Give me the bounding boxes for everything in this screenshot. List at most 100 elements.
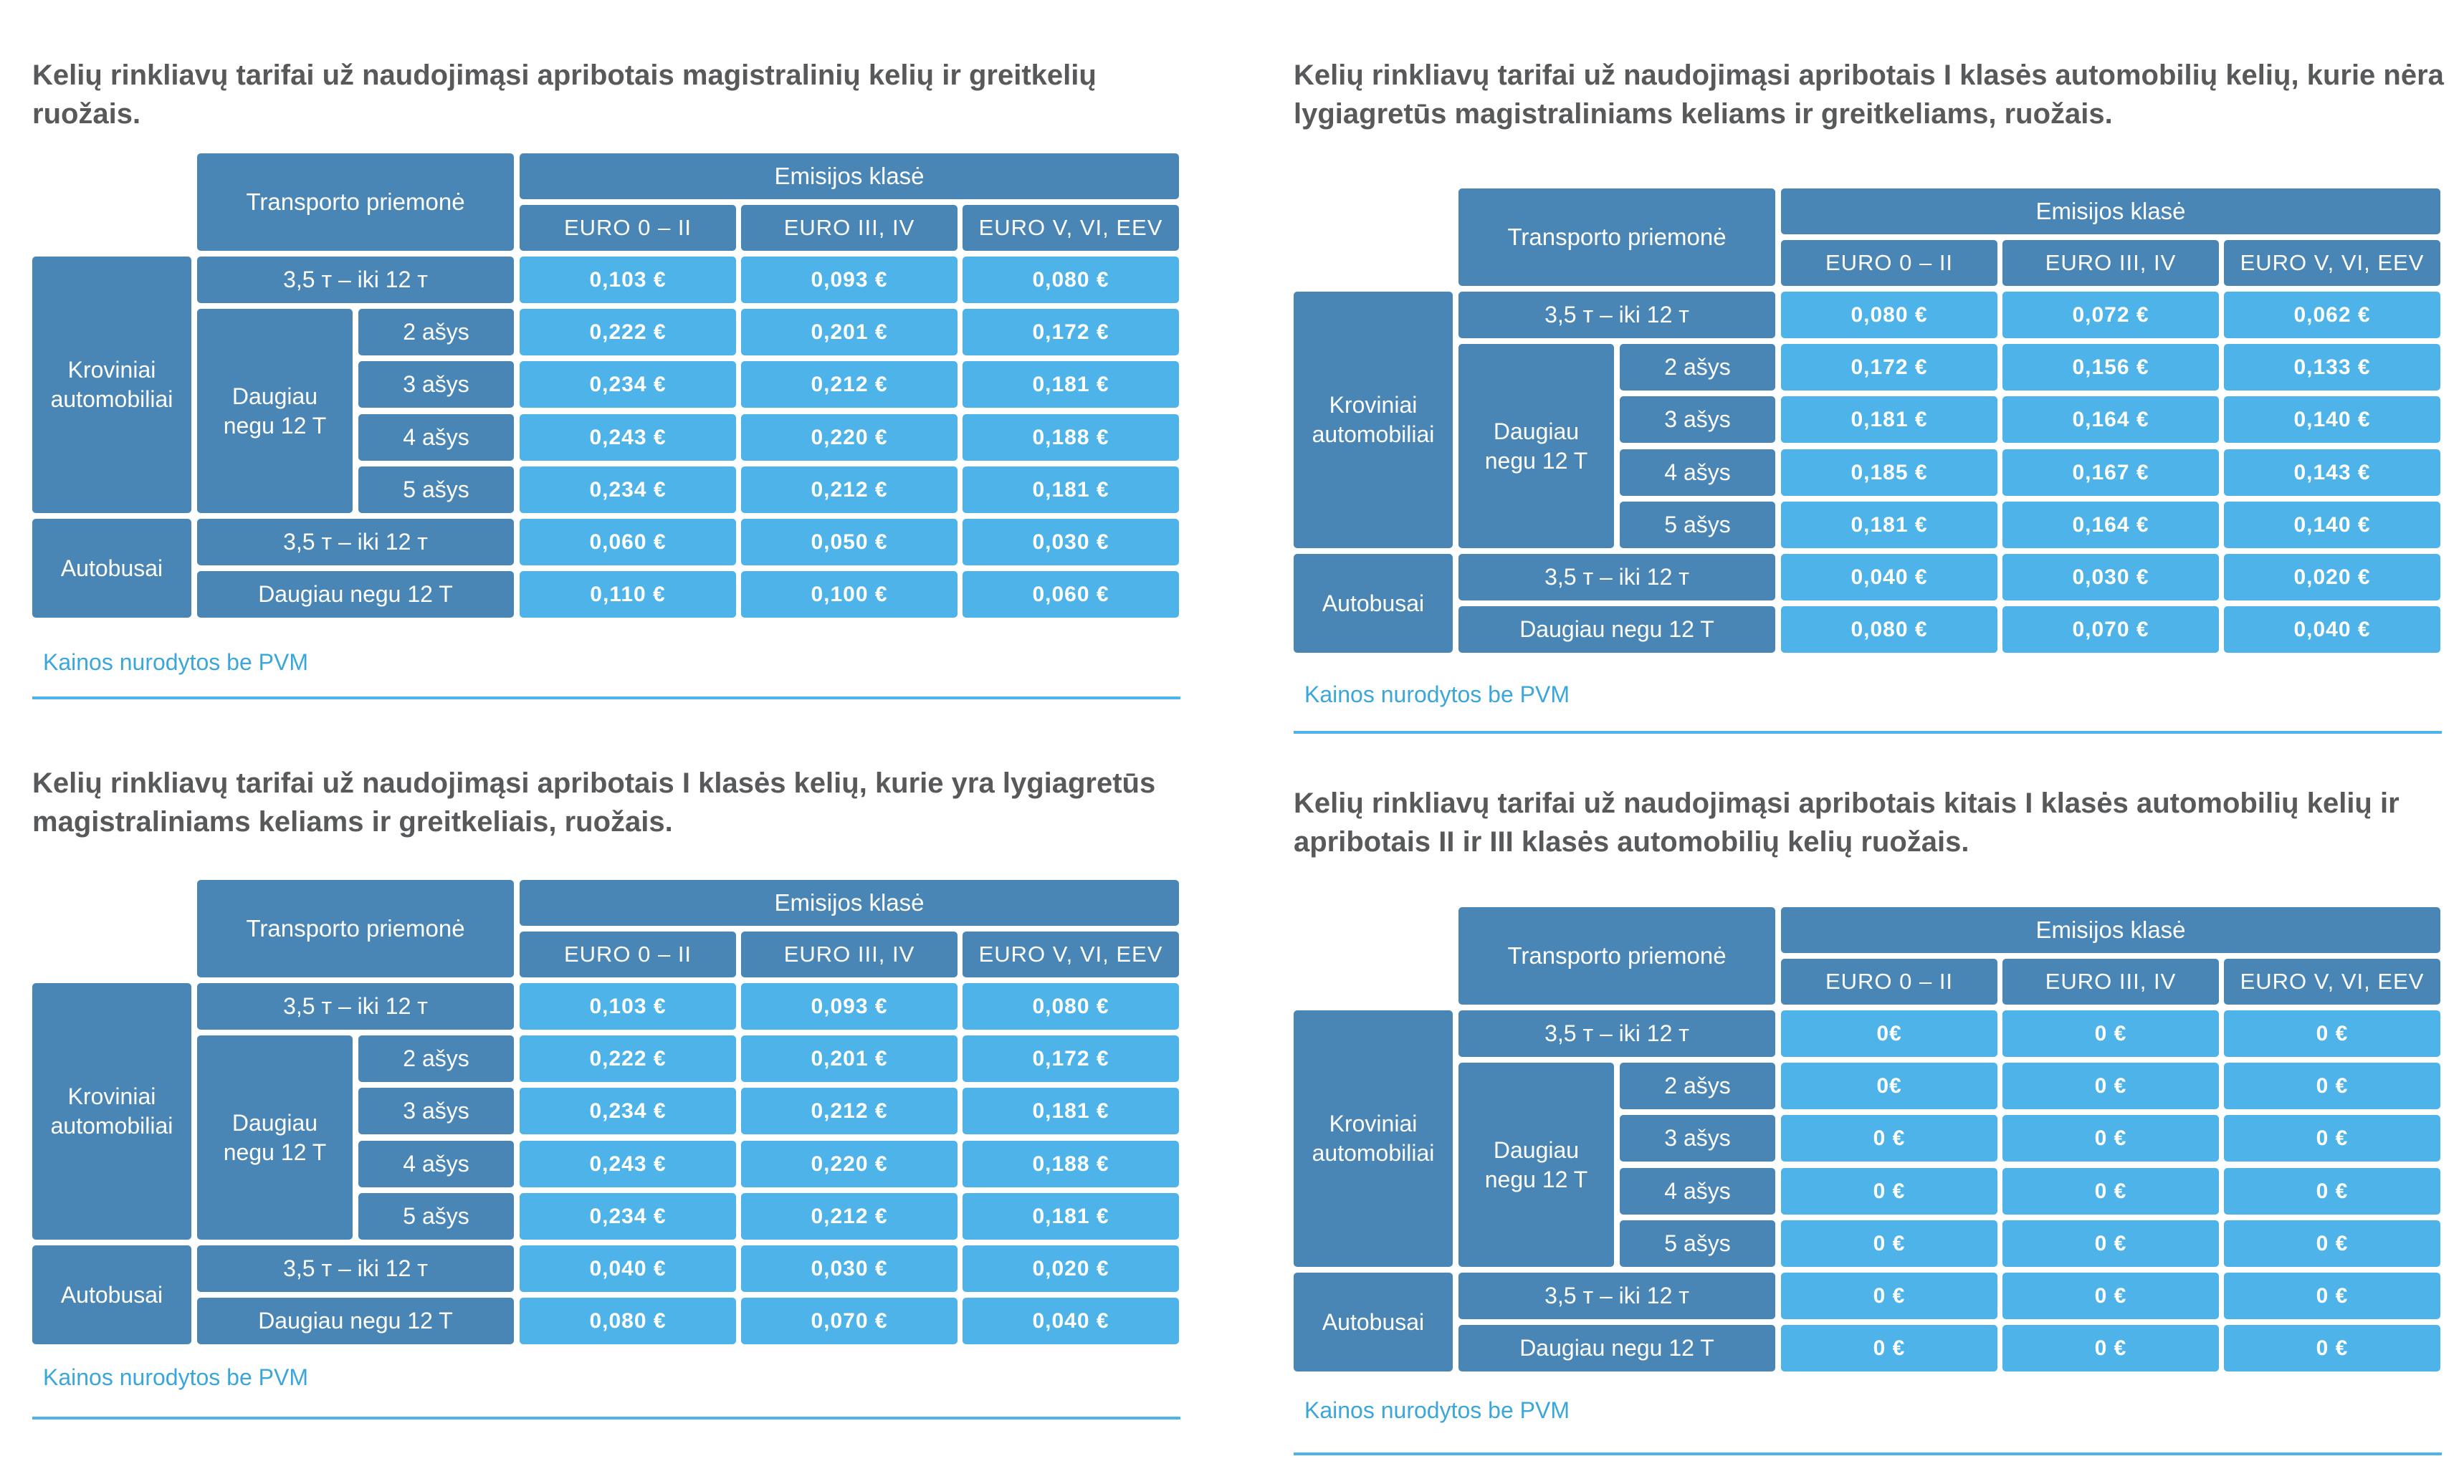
row-label: 4 ašys [1620, 449, 1775, 496]
tariff-value: 0,164 € [2002, 502, 2219, 548]
tariff-value: 0,020 € [963, 1245, 1179, 1292]
transport-header: Transporto priemonė [1458, 907, 1775, 1005]
tariff-value: 0,212 € [741, 1193, 958, 1240]
heavy-subcategory: Daugiau negu 12 T [197, 309, 353, 513]
row-label: 3,5 т – iki 12 т [1458, 292, 1775, 338]
bus-category: Autobusai [1294, 1273, 1453, 1371]
tariff-value: 0,143 € [2224, 449, 2440, 496]
class-header: EURO III, IV [741, 932, 958, 977]
tariff-panel: Kelių rinkliavų tarifai už naudojimąsi a… [32, 764, 1180, 1437]
row-label: Daugiau negu 12 T [197, 571, 514, 618]
tariff-value: 0,212 € [741, 466, 958, 513]
row-label: 2 ašys [1620, 1063, 1775, 1109]
class-header: EURO III, IV [741, 205, 958, 251]
heavy-subcategory: Daugiau negu 12 T [197, 1035, 353, 1240]
tariff-value: 0 € [2224, 1220, 2440, 1267]
tariff-value: 0 € [2002, 1168, 2219, 1215]
vat-note: Kainos nurodytos be PVM [43, 649, 308, 675]
class-header: EURO III, IV [2002, 959, 2219, 1005]
tariff-value: 0,040 € [2224, 606, 2440, 653]
class-header: EURO V, VI, EEV [963, 932, 1179, 977]
tariff-value: 0,243 € [520, 414, 736, 461]
tariff-value: 0,185 € [1781, 449, 1997, 496]
row-label: 4 ašys [1620, 1168, 1775, 1215]
panel-title: Kelių rinkliavų tarifai už naudojimąsi a… [1294, 59, 2444, 130]
tariff-value: 0,040 € [963, 1298, 1179, 1344]
row-label: 3,5 т – iki 12 т [197, 983, 514, 1030]
tariff-value: 0,080 € [520, 1298, 736, 1344]
tariff-value: 0,100 € [741, 571, 958, 618]
tariff-panel: Kelių rinkliavų tarifai už naudojimąsi a… [1294, 56, 2444, 744]
row-label: 4 ašys [358, 1141, 514, 1187]
row-label: Daugiau negu 12 T [197, 1298, 514, 1344]
class-header: EURO V, VI, EEV [963, 205, 1179, 251]
tariff-value: 0,222 € [520, 309, 736, 355]
tariff-value: 0 € [1781, 1168, 1997, 1215]
row-label: 3 ašys [358, 361, 514, 408]
truck-category: Kroviniai automobiliai [32, 257, 191, 513]
tariff-value: 0,172 € [963, 1035, 1179, 1082]
tariff-value: 0 € [2002, 1115, 2219, 1162]
row-label: 3,5 т – iki 12 т [197, 1245, 514, 1292]
class-header: EURO 0 – II [520, 205, 736, 251]
tariff-value: 0 € [2224, 1273, 2440, 1319]
row-label: Daugiau negu 12 T [1458, 1325, 1775, 1371]
class-header: EURO V, VI, EEV [2224, 959, 2440, 1005]
tariff-value: 0,172 € [963, 309, 1179, 355]
tariff-value: 0,234 € [520, 1088, 736, 1134]
heavy-subcategory: Daugiau negu 12 T [1458, 344, 1614, 548]
tariff-value: 0 € [1781, 1325, 1997, 1371]
tariff-value: 0,030 € [963, 519, 1179, 565]
tariff-value: 0 € [2002, 1273, 2219, 1319]
vat-note: Kainos nurodytos be PVM [1304, 1397, 1570, 1423]
tariff-value: 0 € [1781, 1115, 1997, 1162]
tariff-value: 0,181 € [963, 1088, 1179, 1134]
tariff-value: 0,020 € [2224, 554, 2440, 600]
divider-line [32, 696, 1180, 699]
tariff-value: 0€ [1781, 1010, 1997, 1057]
tariff-value: 0 € [2002, 1220, 2219, 1267]
emission-header: Emisijos klasė [520, 153, 1179, 199]
tariff-value: 0,172 € [1781, 344, 1997, 391]
tariff-value: 0 € [2224, 1325, 2440, 1371]
bus-category: Autobusai [32, 1245, 191, 1344]
tariff-panel: Kelių rinkliavų tarifai už naudojimąsi a… [1294, 784, 2442, 1472]
class-header: EURO V, VI, EEV [2224, 240, 2440, 286]
bus-category: Autobusai [1294, 554, 1453, 653]
row-label: 3 ašys [358, 1088, 514, 1134]
tariff-value: 0,040 € [1781, 554, 1997, 600]
row-label: 3,5 т – iki 12 т [1458, 554, 1775, 600]
tariff-value: 0 € [1781, 1273, 1997, 1319]
emission-header: Emisijos klasė [1781, 188, 2440, 234]
tariff-value: 0,060 € [963, 571, 1179, 618]
row-label: 3 ašys [1620, 396, 1775, 443]
tariff-value: 0,201 € [741, 1035, 958, 1082]
tariff-value: 0 € [2224, 1010, 2440, 1057]
tariff-value: 0 € [2002, 1063, 2219, 1109]
tariff-value: 0,080 € [1781, 606, 1997, 653]
truck-category: Kroviniai automobiliai [1294, 1010, 1453, 1267]
tariff-value: 0 € [2224, 1168, 2440, 1215]
row-label: 4 ašys [358, 414, 514, 461]
tariff-value: 0,140 € [2224, 396, 2440, 443]
divider-line [1294, 731, 2442, 734]
tariff-value: 0,201 € [741, 309, 958, 355]
tariff-value: 0,181 € [963, 1193, 1179, 1240]
transport-header: Transporto priemonė [197, 880, 514, 977]
tariff-value: 0,070 € [741, 1298, 958, 1344]
class-header: EURO 0 – II [520, 932, 736, 977]
row-label: 3,5 т – iki 12 т [1458, 1273, 1775, 1319]
tariff-value: 0,234 € [520, 361, 736, 408]
row-label: 5 ašys [358, 1193, 514, 1240]
tariff-value: 0,188 € [963, 1141, 1179, 1187]
row-label: 2 ašys [358, 1035, 514, 1082]
tariff-value: 0 € [2224, 1115, 2440, 1162]
tariff-value: 0,093 € [741, 983, 958, 1030]
tariff-value: 0 € [1781, 1220, 1997, 1267]
tariff-value: 0,243 € [520, 1141, 736, 1187]
transport-header: Transporto priemonė [1458, 188, 1775, 286]
class-header: EURO III, IV [2002, 240, 2219, 286]
tariff-value: 0,156 € [2002, 344, 2219, 391]
truck-category: Kroviniai automobiliai [32, 983, 191, 1240]
row-label: 5 ašys [1620, 1220, 1775, 1267]
